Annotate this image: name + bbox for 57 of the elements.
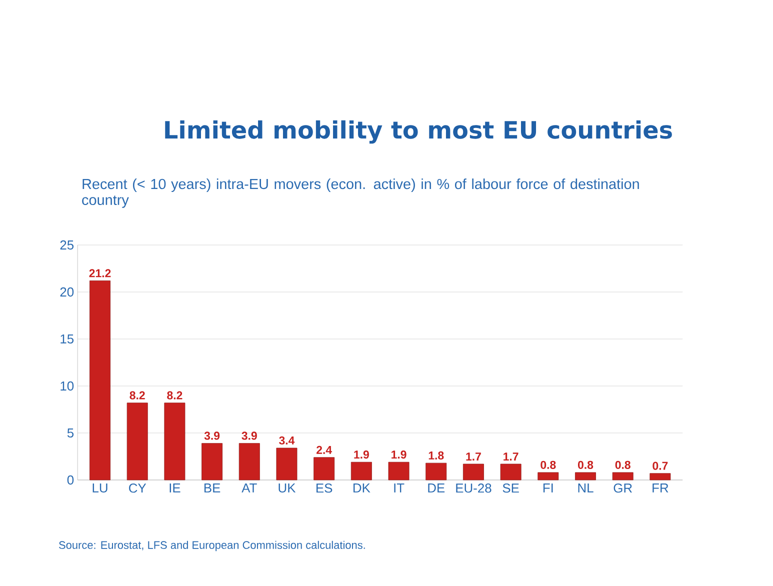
bar (314, 457, 335, 480)
bar (164, 402, 186, 480)
source-note: Source: Eurostat, LFS and European Commission calculations. (59, 540, 365, 552)
bar (276, 448, 298, 480)
x-tick-label: IT (394, 484, 404, 492)
bar (202, 443, 223, 480)
data-label: 1.9 (392, 450, 406, 459)
x-tick-label: DK (353, 484, 370, 492)
chart-title: Limited mobility to most EU countries (165, 120, 672, 144)
bar (426, 462, 447, 480)
chart-subtitle: Recent (< 10 years) intra-EU movers (econ. active) in % of labour force of destination country (82, 178, 639, 208)
y-tick-label: 20 (60, 287, 74, 297)
bar (126, 402, 148, 480)
data-label: 21.2 (89, 269, 111, 278)
y-tick-label: 10 (60, 381, 74, 391)
y-tick-label: 25 (60, 240, 74, 250)
x-tick-label: GR (614, 484, 632, 493)
bar (238, 443, 260, 480)
bar (575, 472, 596, 480)
x-tick-label: SE (502, 484, 519, 493)
bar (462, 464, 484, 480)
bar (612, 472, 634, 480)
y-tick-label: 0 (67, 475, 74, 485)
bar (350, 462, 372, 480)
y-tick-label: 15 (60, 334, 74, 344)
x-tick-label: IE (170, 484, 180, 492)
data-label: 2.4 (316, 446, 332, 454)
data-label: 3.9 (242, 432, 257, 440)
bar (90, 280, 110, 480)
data-label: 1.8 (428, 451, 444, 460)
x-tick-label: DE (428, 484, 445, 492)
x-tick-label: EU-28 (456, 484, 492, 493)
x-tick-label: UK (278, 484, 296, 493)
data-label: 1.9 (354, 450, 369, 459)
bar (650, 473, 671, 480)
y-tick-label: 5 (67, 428, 74, 438)
x-tick-label: BE (204, 484, 220, 492)
x-tick-label: FR (652, 484, 668, 492)
data-label: 1.7 (504, 452, 518, 460)
x-tick-label: ES (316, 484, 332, 493)
bar (538, 472, 559, 480)
data-label: 8.2 (130, 391, 145, 400)
bar (388, 462, 410, 480)
x-tick-label: LU (92, 484, 108, 493)
data-label: 3.9 (204, 432, 220, 440)
bar (500, 464, 522, 480)
data-label: 8.2 (167, 391, 182, 400)
data-label: 0.8 (578, 460, 594, 469)
x-tick-label: CY (129, 484, 146, 493)
data-label: 1.7 (466, 452, 481, 460)
data-label: 0.8 (615, 460, 630, 469)
x-tick-label: AT (242, 484, 257, 492)
data-label: 3.4 (279, 436, 295, 444)
x-tick-label: NL (578, 484, 594, 492)
data-label: 0.8 (540, 460, 556, 469)
data-label: 0.7 (652, 462, 668, 470)
x-tick-label: FI (543, 484, 553, 492)
